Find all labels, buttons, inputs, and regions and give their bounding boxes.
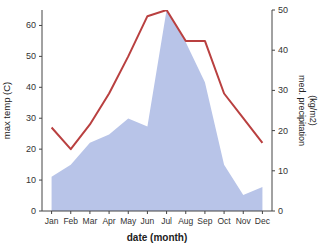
y2tick-tick-label: 0 [278,206,283,216]
x-tick-label: Feb [63,216,78,226]
y2tick-tick [272,130,275,131]
x-tick [262,211,263,214]
y2tick-tick [272,211,275,212]
y2tick-tick-label: 30 [278,85,288,95]
chart: Jan Feb Mar Apr May Jun Jul Aug Sep Oct NovDec 0 10 2… [0,0,318,247]
area [52,10,263,211]
y2-axis-label-line: med. precipitation [297,75,307,146]
x-tick-label: Nov [236,216,252,226]
x-axis-line [42,211,272,212]
y2tick-tick [272,50,275,51]
y2-axis-label: med. precipitation(kg/m2) [297,75,318,146]
x-tick [204,211,205,214]
x-axis-label: date (month) [127,232,188,243]
x-tick-label: Oct [217,216,231,226]
x-tick-label: Sep [197,216,212,226]
ytick-tick-label: 30 [26,113,36,123]
x-tick-label: Jul [161,216,172,226]
x-tick [147,211,148,214]
line [52,10,263,149]
x-tick-label: Aug [178,216,193,226]
x-tick [185,211,186,214]
ytick-tick [39,118,42,119]
y2tick-tick-label: 10 [278,166,288,176]
x-tick-label: May [120,216,137,226]
x-tick-label: Mar [83,216,98,226]
y2tick-tick [272,10,275,11]
y2tick-tick-label: 50 [278,5,288,15]
x-tick [166,211,167,214]
ytick-tick-label: 20 [26,144,36,154]
x-tick [128,211,129,214]
ytick-tick [39,149,42,150]
ytick-tick [39,180,42,181]
x-tick [70,211,71,214]
ytick-tick [39,56,42,57]
ytick-tick-label: 40 [26,82,36,92]
ytick-tick-label: 10 [26,175,36,185]
x-tick-label: Dec [255,216,271,226]
y-axis-line [42,10,43,211]
x-tick-label: Jun [141,216,155,226]
y2tick-tick [272,170,275,171]
x-tick-label: Apr [102,216,115,226]
y2tick-tick-label: 20 [278,126,288,136]
x-tick-label: Jan [45,216,59,226]
y-axis-label: max temp (C) [1,82,12,140]
y2tick-tick-label: 40 [278,45,288,55]
ytick-tick-label: 50 [26,51,36,61]
x-tick [243,211,244,214]
plot-area [52,10,263,211]
y2-axis-line [272,10,273,211]
ytick-tick-label: 0 [31,206,36,216]
ytick-tick [39,25,42,26]
x-tick [51,211,52,214]
ytick-tick-label: 60 [26,20,36,30]
y2-axis-label-line: (kg/m2) [308,95,318,126]
ytick-tick [39,87,42,88]
x-tick [89,211,90,214]
x-tick [109,211,110,214]
ytick-tick [39,211,42,212]
x-tick [224,211,225,214]
y2tick-tick [272,90,275,91]
